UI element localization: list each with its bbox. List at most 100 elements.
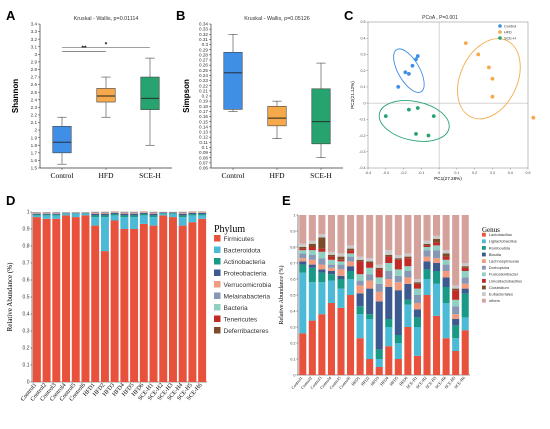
bar-segment-limosilactobacillus xyxy=(299,248,307,251)
bar-segment-firmicutes xyxy=(149,225,158,382)
bar-segment-ligilactobacillus xyxy=(347,279,355,295)
bar-segment-bacteroidota xyxy=(62,213,71,216)
bar-segment-firmicutes xyxy=(198,218,207,382)
bar-segment-fusicatenibacter xyxy=(413,288,421,295)
bar-segment-ligilactobacillus xyxy=(461,317,469,331)
bar-segment-eubacteriales xyxy=(327,251,335,255)
legend-swatch xyxy=(482,285,486,290)
bar-segment-lachnospiraceae xyxy=(318,264,326,270)
bar-segment-ligilactobacillus xyxy=(413,327,421,356)
y-tick-label: -0.4 xyxy=(359,166,365,170)
legend-label: Deferribacteres xyxy=(224,328,270,335)
point-sce-h xyxy=(383,114,388,118)
panel-label-b: B xyxy=(176,8,185,23)
x-tick-label: HFD1 xyxy=(350,375,361,386)
legend-label: Romboutsia xyxy=(489,245,511,250)
bar-segment-fusicatenibacter xyxy=(461,271,469,278)
bar-segment-dorbopsina xyxy=(299,253,307,259)
y-tick-label: 0.3 xyxy=(202,42,209,47)
y-tick-label: 0.5 xyxy=(23,295,30,301)
bar-segment-actinobacteria xyxy=(71,213,80,214)
bar-segment-firmicutes xyxy=(178,225,187,382)
point-hfd xyxy=(490,94,495,99)
bar-segment-ligilactobacillus xyxy=(423,279,431,295)
bar-segment-limosilactobacillus xyxy=(337,259,345,262)
bar-segment-ligilactobacillus xyxy=(318,282,326,315)
legend-label: SCE-H xyxy=(504,36,516,40)
legend-label: Fusicatenibacter xyxy=(489,272,519,277)
bar-segment-bacteroidota xyxy=(81,213,90,216)
legend-swatch xyxy=(482,246,486,250)
bar-segment-dorbopsina xyxy=(442,264,450,271)
bar-segment-ligilactobacillus xyxy=(433,283,441,316)
point-control xyxy=(414,57,418,62)
bar-segment-fusicatenibacter xyxy=(442,259,450,265)
bar-segment-ligilactobacillus xyxy=(385,327,393,347)
bar-segment-actinobacteria xyxy=(91,215,100,218)
y-tick-label: 2.8 xyxy=(31,67,38,72)
bar-segment-proteobacteria xyxy=(62,212,71,214)
bar-segment-romboutsia xyxy=(461,293,469,318)
y-tick-label: 0.29 xyxy=(199,47,208,52)
bar-segment-lachnospiraceae xyxy=(375,291,383,302)
y-axis-label: Relative Abundance (%) xyxy=(6,262,14,331)
bar-segment-firmicutes xyxy=(188,222,197,382)
bar-segment-lactobacillus xyxy=(366,359,374,375)
y-tick-label: 0.28 xyxy=(199,52,208,57)
bar-segment-clostridium xyxy=(461,266,469,268)
panel-label-e: E xyxy=(282,193,291,208)
bar-segment-melainabacteria xyxy=(178,212,187,214)
legend-label: Ligilactobacillus xyxy=(489,239,517,244)
bar-segment-ligilactobacillus xyxy=(404,304,412,327)
bar-segment-lactobacillus xyxy=(385,346,393,375)
bar-segment-melainabacteria xyxy=(91,212,100,214)
bar-segment-clostridium xyxy=(385,255,393,257)
bar-segment-romboutsia xyxy=(308,267,316,283)
y-tick-label: 2.2 xyxy=(31,113,38,118)
chart-title: Kruskal - Wallis, p=0.05126 xyxy=(244,16,310,22)
bar-segment-eubacteriales xyxy=(442,250,450,254)
bar-segment-romboutsia xyxy=(375,349,383,359)
x-tick-label: HFD5 xyxy=(389,375,400,386)
bar-segment-lachnospiraceae xyxy=(356,285,364,294)
bar-segment-lachnospiraceae xyxy=(337,269,345,276)
x-tick-label: 0 xyxy=(438,171,440,175)
bar-segment-proteobacteria xyxy=(42,213,51,215)
x-tick-label: HFD4 xyxy=(379,375,390,387)
bar-segment-fusicatenibacter xyxy=(327,259,335,265)
bar-segment-melainabacteria xyxy=(100,212,109,214)
bar-segment-proteobacteria xyxy=(149,213,158,216)
x-tick-label: 0.2 xyxy=(472,171,477,175)
y-tick-label: 0.9 xyxy=(290,230,295,234)
legend-label: Control xyxy=(504,24,516,28)
bar-segment-proteobacteria xyxy=(32,213,41,215)
y-tick-label: 0.15 xyxy=(199,119,208,124)
confidence-ellipse-hfd xyxy=(457,38,521,120)
legend-swatch xyxy=(482,298,486,303)
legend-swatch xyxy=(214,304,221,311)
bar-segment-eubacteriales xyxy=(461,263,469,267)
bar-segment-firmicutes xyxy=(120,229,129,382)
bar-segment-bacteroidota xyxy=(52,215,61,219)
y-tick-label: 2.1 xyxy=(31,120,38,125)
bar-segment-limosilactobacillus xyxy=(375,269,383,278)
y-tick-label: 0.2 xyxy=(23,346,30,352)
point-hfd xyxy=(476,52,481,57)
point-hfd xyxy=(531,115,536,120)
legend-swatch xyxy=(482,272,486,277)
y-tick-label: 2.7 xyxy=(31,75,38,80)
y-tick-label: 1 xyxy=(293,214,295,218)
bar-segment-fusicatenibacter xyxy=(423,247,431,251)
bar-segment-blautia xyxy=(356,293,364,307)
legend-label: Proteobacteria xyxy=(224,271,267,278)
bar-segment-firmicutes xyxy=(81,215,90,382)
y-tick-label: 2.9 xyxy=(31,59,38,64)
legend-swatch xyxy=(482,252,486,257)
bar-segment-limosilactobacillus xyxy=(327,256,335,260)
bar-segment-actinobacteria xyxy=(42,214,51,216)
bar-segment-dorbopsina xyxy=(394,275,402,283)
chart-title: Kruskal - Wallis, p=0.01114 xyxy=(74,16,139,22)
bar-segment-limosilactobacillus xyxy=(452,290,460,300)
y-tick-label: 0.2 xyxy=(290,342,295,346)
y-tick-label: 0 xyxy=(293,374,295,378)
